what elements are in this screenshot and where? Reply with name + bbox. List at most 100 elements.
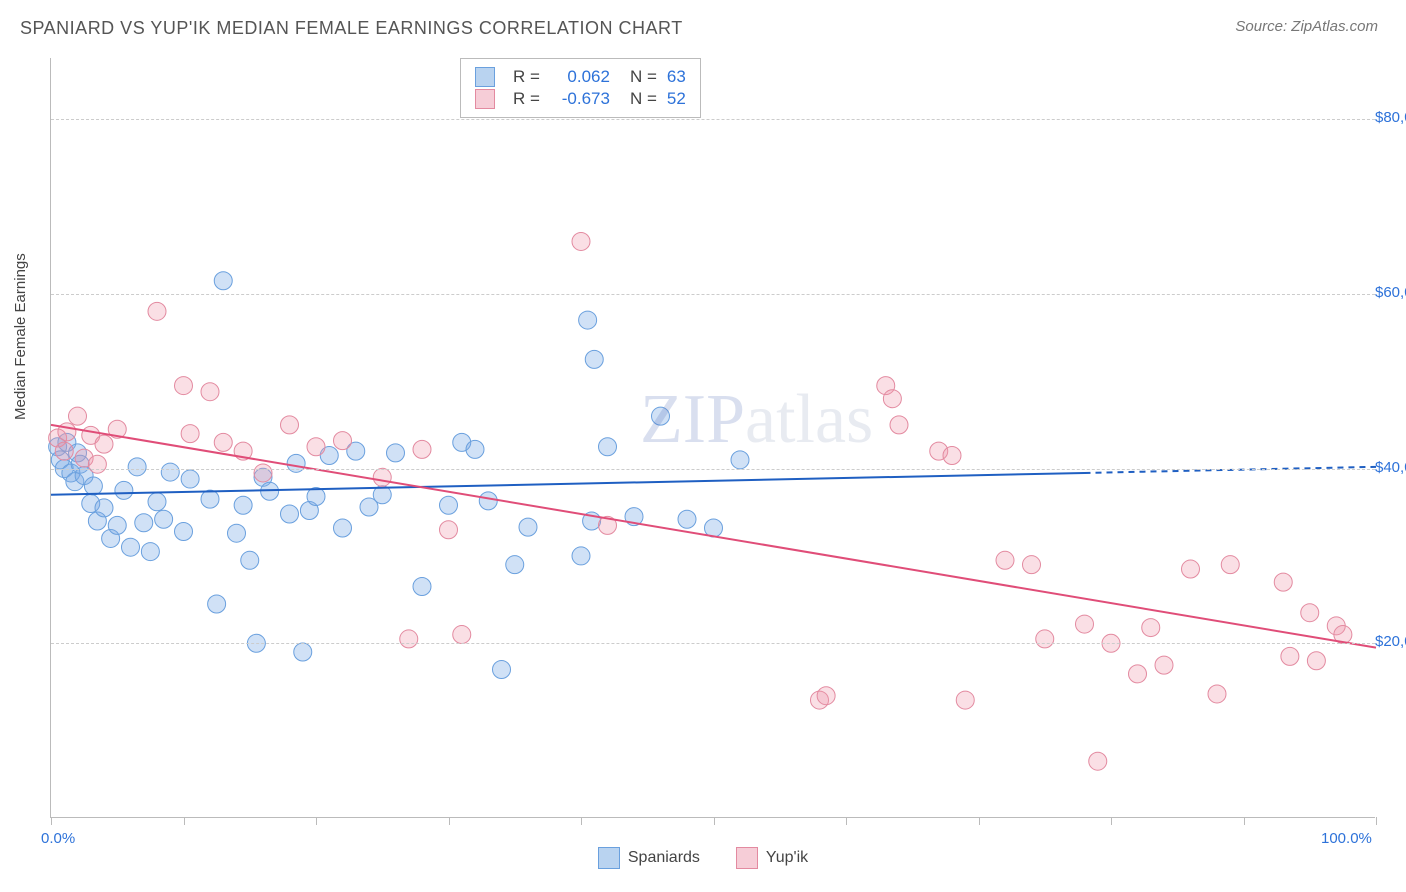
data-point <box>1307 652 1325 670</box>
data-point <box>599 438 617 456</box>
data-point <box>572 232 590 250</box>
x-tick-mark <box>581 817 582 825</box>
legend-swatch <box>475 89 495 109</box>
legend-label: Spaniards <box>628 849 700 867</box>
data-point <box>175 522 193 540</box>
data-point <box>84 477 102 495</box>
data-point <box>1274 573 1292 591</box>
data-point <box>95 499 113 517</box>
data-point <box>201 490 219 508</box>
data-point <box>148 493 166 511</box>
data-point <box>440 521 458 539</box>
y-tick-label: $60,000 <box>1375 284 1406 301</box>
gridline-h <box>51 294 1375 295</box>
data-point <box>141 543 159 561</box>
data-point <box>208 595 226 613</box>
data-point <box>585 350 603 368</box>
data-point <box>161 463 179 481</box>
scatter-svg <box>51 58 1375 817</box>
data-point <box>678 510 696 528</box>
legend-swatch <box>475 67 495 87</box>
data-point <box>652 407 670 425</box>
trend-line <box>51 473 1085 495</box>
data-point <box>1036 630 1054 648</box>
r-label: R = <box>513 67 540 87</box>
x-tick-mark <box>1376 817 1377 825</box>
data-point <box>55 442 73 460</box>
r-value: 0.062 <box>550 67 610 87</box>
x-tick-mark <box>714 817 715 825</box>
y-axis-label: Median Female Earnings <box>12 253 29 420</box>
source-link[interactable]: ZipAtlas.com <box>1291 18 1378 35</box>
gridline-h <box>51 119 1375 120</box>
data-point <box>413 578 431 596</box>
data-point <box>69 407 87 425</box>
data-point <box>1182 560 1200 578</box>
data-point <box>254 464 272 482</box>
x-tick-mark <box>184 817 185 825</box>
x-tick-mark <box>1244 817 1245 825</box>
data-point <box>731 451 749 469</box>
x-tick-mark <box>979 817 980 825</box>
data-point <box>493 660 511 678</box>
r-value: -0.673 <box>550 89 610 109</box>
data-point <box>1023 556 1041 574</box>
data-point <box>479 492 497 510</box>
data-point <box>201 383 219 401</box>
legend-item: Spaniards <box>598 847 700 869</box>
data-point <box>155 510 173 528</box>
data-point <box>175 377 193 395</box>
data-point <box>373 468 391 486</box>
source-prefix: Source: <box>1235 18 1291 35</box>
data-point <box>281 416 299 434</box>
data-point <box>1281 647 1299 665</box>
stats-row: R =0.062N =63 <box>475 67 686 87</box>
data-point <box>122 538 140 556</box>
data-point <box>440 496 458 514</box>
data-point <box>95 435 113 453</box>
data-point <box>579 311 597 329</box>
data-point <box>148 302 166 320</box>
data-point <box>287 454 305 472</box>
x-tick-mark <box>449 817 450 825</box>
data-point <box>413 440 431 458</box>
data-point <box>334 432 352 450</box>
trend-line <box>51 425 1376 648</box>
data-point <box>214 272 232 290</box>
data-point <box>1089 752 1107 770</box>
x-tick-mark <box>846 817 847 825</box>
legend-swatch <box>598 847 620 869</box>
data-point <box>453 626 471 644</box>
data-point <box>1221 556 1239 574</box>
data-point <box>281 505 299 523</box>
data-point <box>108 516 126 534</box>
data-point <box>572 547 590 565</box>
data-point <box>214 433 232 451</box>
data-point <box>307 438 325 456</box>
x-tick-label: 0.0% <box>41 830 75 847</box>
plot-area: $20,000$40,000$60,000$80,0000.0%100.0% <box>50 58 1375 818</box>
data-point <box>181 425 199 443</box>
data-point <box>996 551 1014 569</box>
series-legend: Spaniards Yup'ik <box>0 847 1406 874</box>
data-point <box>88 455 106 473</box>
data-point <box>128 458 146 476</box>
data-point <box>1076 615 1094 633</box>
data-point <box>956 691 974 709</box>
data-point <box>181 470 199 488</box>
legend-label: Yup'ik <box>766 849 808 867</box>
n-value: 52 <box>667 89 686 109</box>
y-tick-label: $40,000 <box>1375 459 1406 476</box>
data-point <box>234 496 252 514</box>
data-point <box>115 481 133 499</box>
stats-row: R =-0.673N =52 <box>475 89 686 109</box>
y-tick-label: $80,000 <box>1375 109 1406 126</box>
data-point <box>1208 685 1226 703</box>
y-tick-label: $20,000 <box>1375 633 1406 650</box>
chart-title: SPANIARD VS YUP'IK MEDIAN FEMALE EARNING… <box>20 18 683 39</box>
data-point <box>1129 665 1147 683</box>
r-label: R = <box>513 89 540 109</box>
data-point <box>506 556 524 574</box>
data-point <box>228 524 246 542</box>
n-value: 63 <box>667 67 686 87</box>
